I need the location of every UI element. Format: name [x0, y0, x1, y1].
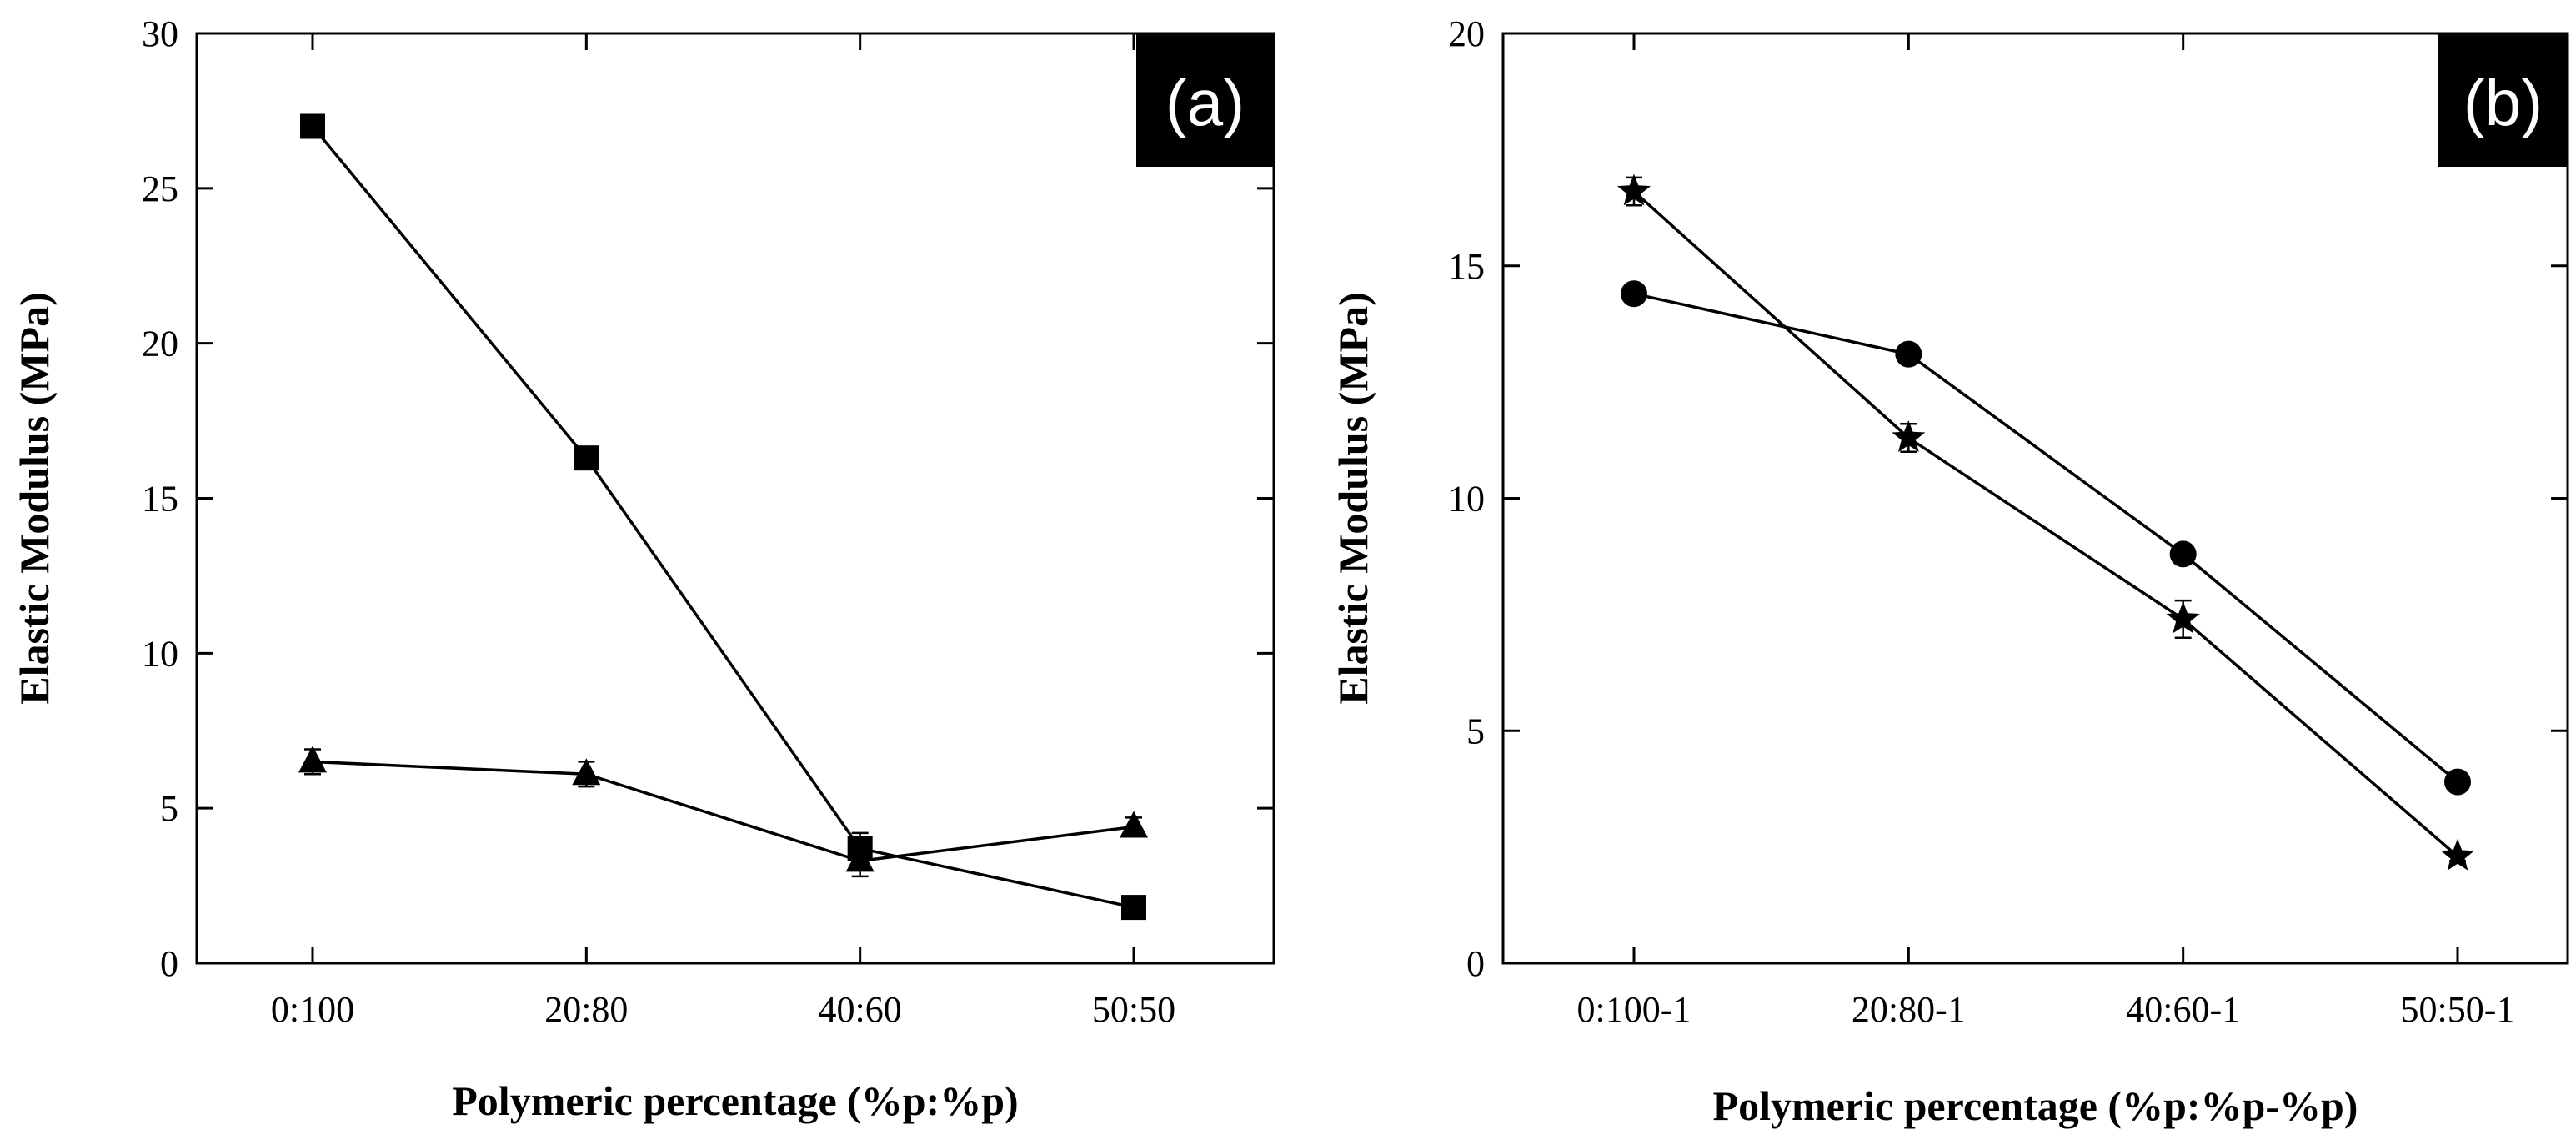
y-tick-label: 15	[1448, 246, 1485, 287]
y-axis-title: Elastic Modulus (MPa)	[1330, 292, 1376, 704]
data-point-star	[2166, 601, 2200, 634]
series-line-star	[1632, 190, 2459, 858]
y-tick-label: 10	[142, 633, 178, 674]
panel-label: (a)	[1165, 66, 1245, 139]
y-tick-label: 30	[142, 13, 178, 54]
panel-label-box	[1136, 33, 1274, 167]
y-axis-title: Elastic Modulus (MPa)	[11, 292, 58, 704]
y-tick-label: 5	[160, 788, 178, 829]
x-tick-label: 50:50-1	[2401, 989, 2515, 1030]
data-point-square	[1121, 895, 1146, 921]
data-point-circle	[2169, 540, 2197, 568]
x-axis-title: Polymeric percentage (%p:%p)	[452, 1077, 1018, 1124]
series-line-circle	[1633, 292, 2459, 783]
data-point-triangle	[1120, 811, 1148, 838]
x-tick-label: 50:50	[1092, 989, 1175, 1030]
y-tick-label: 10	[1448, 479, 1485, 520]
y-tick-label: 25	[142, 168, 178, 209]
data-point-triangle	[572, 758, 601, 786]
plot-frame	[1501, 32, 2569, 965]
panel-label-box	[2438, 33, 2568, 167]
data-point-star	[1892, 420, 1926, 452]
data-point-star	[2441, 838, 2474, 871]
series-line-triangle	[312, 760, 1135, 863]
data-point-triangle	[298, 746, 327, 773]
panel-a: 0 5 10 15 20 25 30 0:100 20:80 40:60 50:50 Elastic …	[11, 13, 1275, 1124]
y-tick-label: 20	[142, 324, 178, 364]
data-point-star	[1617, 173, 1651, 206]
data-point-square	[300, 113, 325, 139]
data-point-square	[574, 445, 599, 471]
panel-label: (b)	[2463, 66, 2543, 139]
x-tick-label: 0:100	[271, 989, 354, 1030]
plot-frame	[195, 32, 1275, 965]
x-tick-label: 40:60	[819, 989, 902, 1030]
x-tick-label: 40:60-1	[2126, 989, 2240, 1030]
data-point-triangle	[845, 845, 875, 872]
panel-b: 0 5 10 15 20 0:100-1 20:80-1 40:60-1 50:50-1 Elas…	[1330, 13, 2569, 1129]
x-tick-label: 20:80-1	[1852, 989, 1966, 1030]
x-tick-label: 20:80	[544, 989, 628, 1030]
data-point-circle	[2444, 768, 2471, 796]
series-line-square	[311, 125, 1135, 909]
x-axis-title: Polymeric percentage (%p:%p-%p)	[1713, 1082, 2358, 1129]
y-tick-label: 0	[160, 943, 178, 984]
x-tick-label: 0:100-1	[1577, 989, 1691, 1030]
data-point-circle	[1621, 280, 1647, 308]
y-tick-label: 0	[1466, 943, 1485, 984]
data-point-circle	[1895, 340, 1922, 368]
y-tick-label: 20	[1448, 13, 1485, 54]
y-tick-label: 5	[1466, 711, 1485, 751]
y-tick-label: 15	[142, 479, 178, 520]
